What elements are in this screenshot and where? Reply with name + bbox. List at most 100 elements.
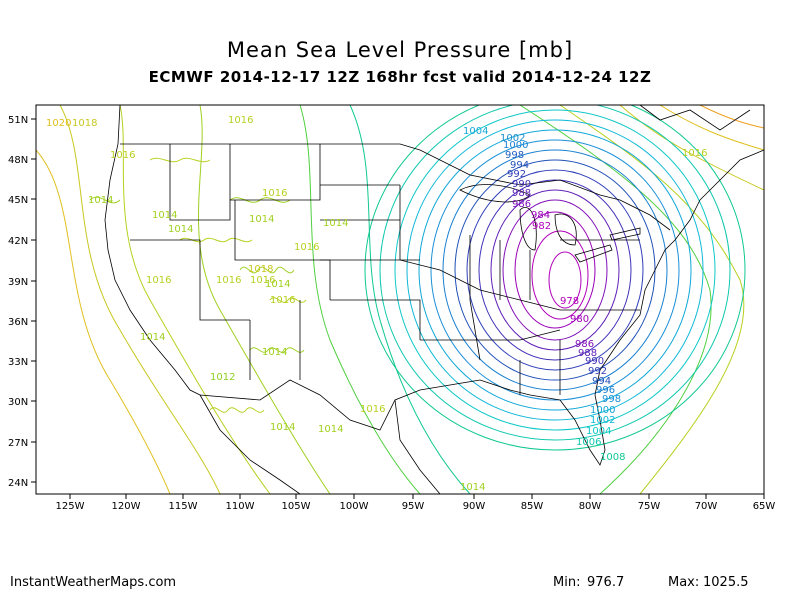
lake-ontario (609, 227, 641, 241)
isobar-label: 1016 (216, 275, 241, 286)
isobar-label: 1008 (600, 452, 625, 463)
longitude-tick-label: 80W (579, 501, 602, 512)
lake-huron (554, 213, 577, 246)
isobar-line (36, 149, 171, 494)
isobar-label: 1016 (682, 148, 707, 159)
border-line (120, 143, 671, 231)
lake-erie (574, 244, 613, 263)
isobar-label: 990 (585, 356, 604, 367)
coastline (104, 105, 201, 396)
latitude-tick-label: 48N (8, 155, 28, 166)
longitude-tick-label: 65W (753, 501, 776, 512)
isobar-label: 1002 (500, 133, 525, 144)
isobar-line (149, 157, 211, 163)
isobar-label: 1016 (262, 188, 287, 199)
isobar-line (364, 105, 746, 451)
coastline (639, 105, 751, 131)
isobar-label: 1006 (576, 437, 601, 448)
isobar-label: 1018 (72, 118, 97, 129)
latitude-tick-label: 36N (8, 317, 28, 328)
isobar-label: 1000 (590, 405, 615, 416)
isobar-label: 1014 (249, 214, 274, 225)
min-label: Min: (553, 575, 581, 590)
isobar-line (478, 179, 632, 361)
state-line (469, 235, 481, 361)
isobar-line (198, 105, 331, 494)
map-subtitle: ECMWF 2014-12-17 12Z 168hr fcst valid 20… (148, 68, 652, 86)
isobar-line (394, 109, 716, 431)
coastline (394, 399, 441, 494)
isobar-label: 992 (588, 366, 607, 377)
axis-ticks (31, 118, 765, 499)
isobar-line (519, 105, 712, 494)
isobar-line (406, 119, 704, 421)
isobar-line (502, 199, 608, 341)
coastlines-and-borders (104, 105, 764, 494)
state-line (230, 144, 321, 201)
isobar-label: 1016 (250, 275, 275, 286)
isobar-label: 1014 (460, 482, 485, 493)
isobar-label: 1014 (262, 347, 287, 358)
isobar-label: 984 (531, 210, 550, 221)
isobar-label: 988 (578, 348, 597, 359)
longitude-tick-label: 100W (340, 501, 369, 512)
coastline (559, 369, 606, 466)
isobar-label: 1012 (210, 372, 235, 383)
latitude-tick-label: 27N (8, 438, 28, 449)
isobar-line (619, 105, 764, 191)
longitude-tick-label: 95W (402, 501, 425, 512)
latitude-tick-label: 45N (8, 195, 28, 206)
longitude-tick-label: 120W (112, 501, 141, 512)
isobar-line (699, 105, 764, 129)
isobar-line (209, 407, 265, 413)
isobar-label: 1014 (318, 424, 343, 435)
longitude-tick-label: 85W (521, 501, 544, 512)
isobar-line (466, 169, 644, 371)
isobar-label: 998 (602, 394, 621, 405)
isobar-labels: 1004100210009989949929909889869849829789… (46, 115, 707, 493)
coastline (699, 149, 764, 201)
latitude-tick-label: 51N (8, 115, 28, 126)
isobar-label: 1016 (228, 115, 253, 126)
isobar-line (559, 105, 745, 494)
state-line (130, 239, 250, 321)
isobar-label: 1016 (360, 404, 385, 415)
longitude-tick-label: 75W (638, 501, 661, 512)
max-value: 1025.5 (703, 575, 749, 590)
isobar-line (59, 105, 221, 494)
isobar-line (531, 230, 589, 320)
isobar-label: 1016 (294, 242, 319, 253)
latitude-tick-label: 30N (8, 397, 28, 408)
isobar-label: 1014 (265, 279, 290, 290)
map-frame (35, 104, 765, 495)
longitude-axis-labels: 125W 120W 115W 110W 105W 100W 95W 90W 85W 80W 75W 7… (56, 501, 776, 512)
isobar-line (442, 149, 668, 391)
isobar-line (418, 129, 692, 411)
isobar-label: 980 (570, 314, 589, 325)
isobar-label: 986 (512, 199, 531, 210)
isobar-label: 994 (510, 160, 529, 171)
longitude-tick-label: 115W (169, 501, 198, 512)
isobar-line (379, 105, 731, 441)
isobar-line (430, 139, 680, 401)
state-line (169, 144, 231, 221)
isobar-label: 996 (596, 385, 615, 396)
isobar-line (514, 211, 596, 329)
isobar-label: 1014 (140, 332, 165, 343)
latitude-tick-label: 39N (8, 277, 28, 288)
isobar-lines (36, 105, 764, 494)
min-value: 976.7 (587, 575, 625, 590)
isobar-label: 994 (592, 376, 611, 387)
isobar-label: 992 (507, 169, 526, 180)
isobar-line (269, 297, 307, 303)
latitude-tick-label: 42N (8, 236, 28, 247)
isobar-label: 1004 (586, 426, 611, 437)
site-credit: InstantWeatherMaps.com (10, 575, 177, 590)
isobar-line (349, 105, 471, 494)
isobar-label: 1014 (88, 195, 113, 206)
isobar-line (119, 105, 271, 494)
isobar-label: 1016 (146, 275, 171, 286)
lake-superior (459, 184, 531, 203)
longitude-tick-label: 90W (463, 501, 486, 512)
